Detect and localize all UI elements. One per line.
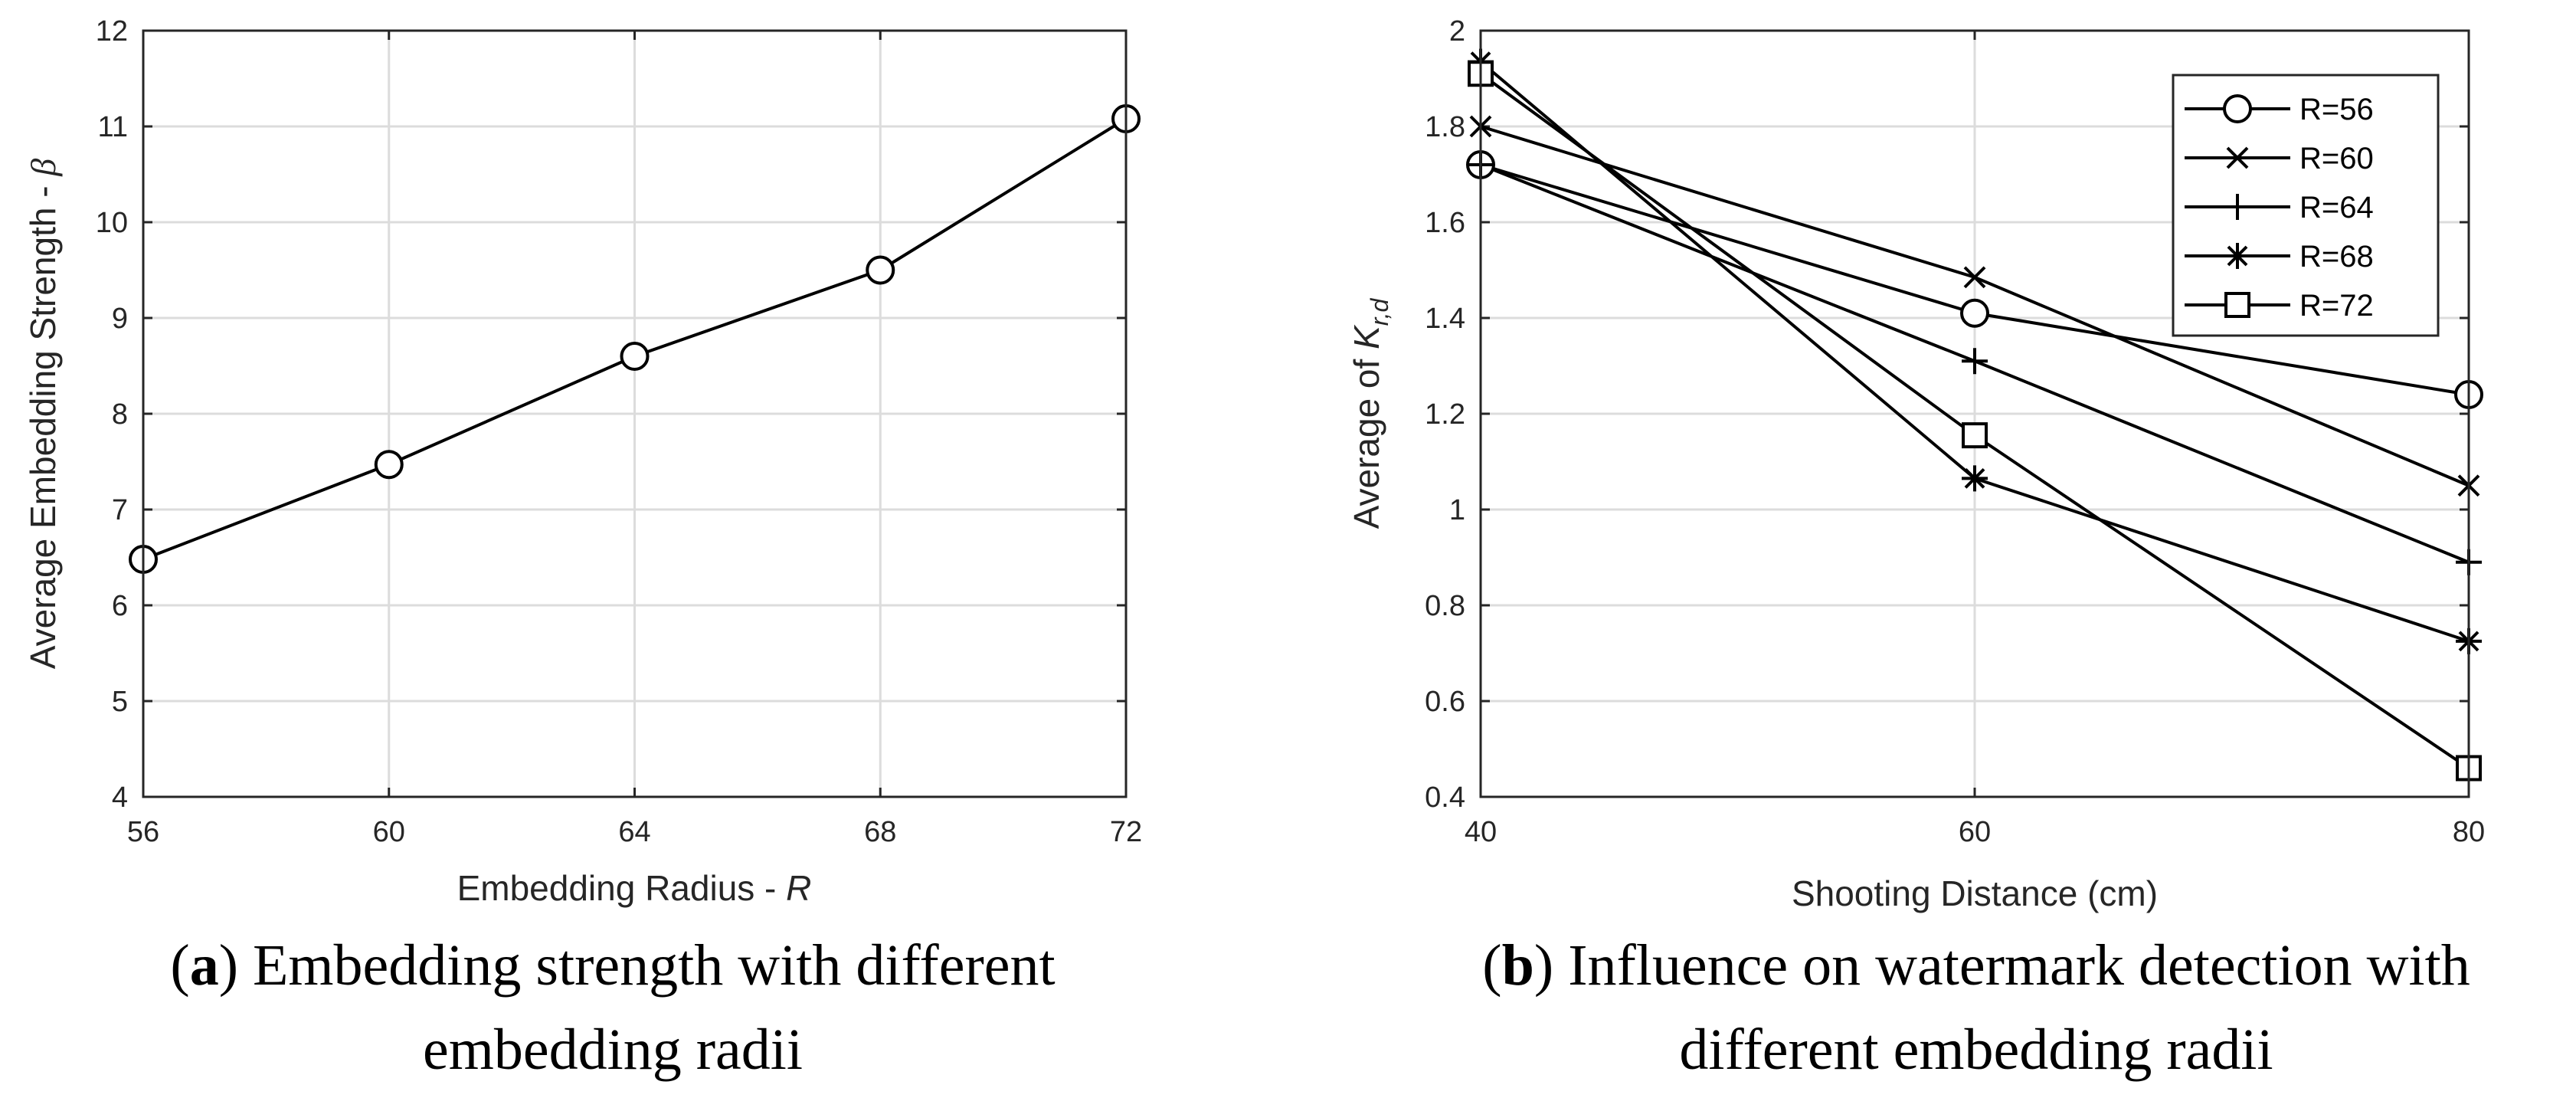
legend-entry-r72: R=72 [2185,289,2374,323]
panel-a-x-axis-label: Embedding Radius - R [457,868,812,908]
data-point-circle [374,450,404,480]
y-tick-label: 5 [112,686,128,718]
y-tick-label: 1.6 [1425,207,1465,239]
panel-a-y-axis-label: Average Embedding Strength - β [23,159,63,670]
x-tick-label: 68 [864,816,896,848]
y-tick-label: 12 [96,15,128,48]
y-tick-label: 2 [1449,15,1465,48]
legend-entry-r60: R=60 [2185,142,2374,175]
x-tick-label: 64 [618,816,650,848]
data-point-square [1962,422,1988,449]
y-tick-label: 0.6 [1425,686,1465,718]
panel-b-caption-line-1: (b) Influence on watermark detection wit… [1482,933,2470,998]
panel-b-x-axis-label: Shooting Distance (cm) [1792,873,2158,913]
legend-label: R=64 [2299,191,2374,224]
panel-b-caption-line-2: different embedding radii [1679,1018,2273,1082]
legend-entry-r56: R=56 [2185,93,2374,126]
x-tick-label: 60 [373,816,405,848]
y-tick-label: 1.2 [1425,398,1465,431]
y-tick-label: 8 [112,398,128,431]
legend-entries: R=56 R=60 R=64 R=68 R=72 [2185,93,2374,323]
y-tick-label: 10 [96,207,128,239]
data-point-x [1963,266,1986,289]
data-point-circle [620,342,650,371]
y-tick-label: 0.4 [1425,782,1465,814]
legend-entry-r64: R=64 [2185,191,2374,224]
data-point-circle [866,255,895,285]
legend-label: R=68 [2299,240,2374,274]
x-tick-label: 60 [1959,816,1991,848]
data-point-plus [1962,348,1988,375]
panel-a-plot-frame [142,29,1128,798]
x-tick-label: 80 [2453,816,2485,848]
y-tick-label: 4 [112,782,128,814]
legend-label: R=72 [2299,289,2374,323]
panel-b-chart: 40 60 80 0.4 0.6 0.8 1 1.2 1.4 1.6 1.8 2 Shooting D… [1347,15,2485,1082]
legend-marker-square [2224,292,2250,318]
legend-label: R=60 [2299,142,2374,175]
x-tick-label: 40 [1465,816,1497,848]
panel-a-caption-line-2: embedding radii [423,1018,803,1082]
legend-marker-plus [2224,194,2250,220]
x-tick-label: 72 [1110,816,1142,848]
y-tick-label: 1 [1449,494,1465,526]
panel-b-plot-frame [1479,29,2470,798]
legend-marker-star [2224,243,2250,269]
panel-a-caption-line-1: (a) Embedding strength with different [170,933,1055,998]
legend-marker-x [2226,146,2249,169]
panel-a-grid [142,29,1128,798]
y-tick-label: 11 [98,111,128,143]
y-tick-label: 1.8 [1425,111,1465,143]
panel-a-series [129,104,1141,574]
legend-label: R=56 [2299,93,2374,126]
legend-marker-circle [2223,94,2252,123]
panel-b-series [1466,48,2483,782]
y-tick-label: 9 [112,303,128,335]
data-point-star [1962,465,1988,492]
y-tick-label: 7 [112,494,128,526]
y-tick-label: 1.4 [1425,303,1465,335]
x-tick-label: 56 [127,816,159,848]
panel-b-y-axis-label: Average of Kr,d [1347,297,1393,529]
y-tick-label: 6 [112,590,128,622]
data-point-circle [1960,298,1989,328]
y-tick-label: 0.8 [1425,590,1465,622]
legend-entry-r68: R=68 [2185,240,2374,274]
panel-b-legend: R=56 R=60 R=64 R=68 R=72 [2172,74,2440,337]
panel-b-ticks: 40 60 80 0.4 0.6 0.8 1 1.2 1.4 1.6 1.8 2 [1425,15,2485,848]
